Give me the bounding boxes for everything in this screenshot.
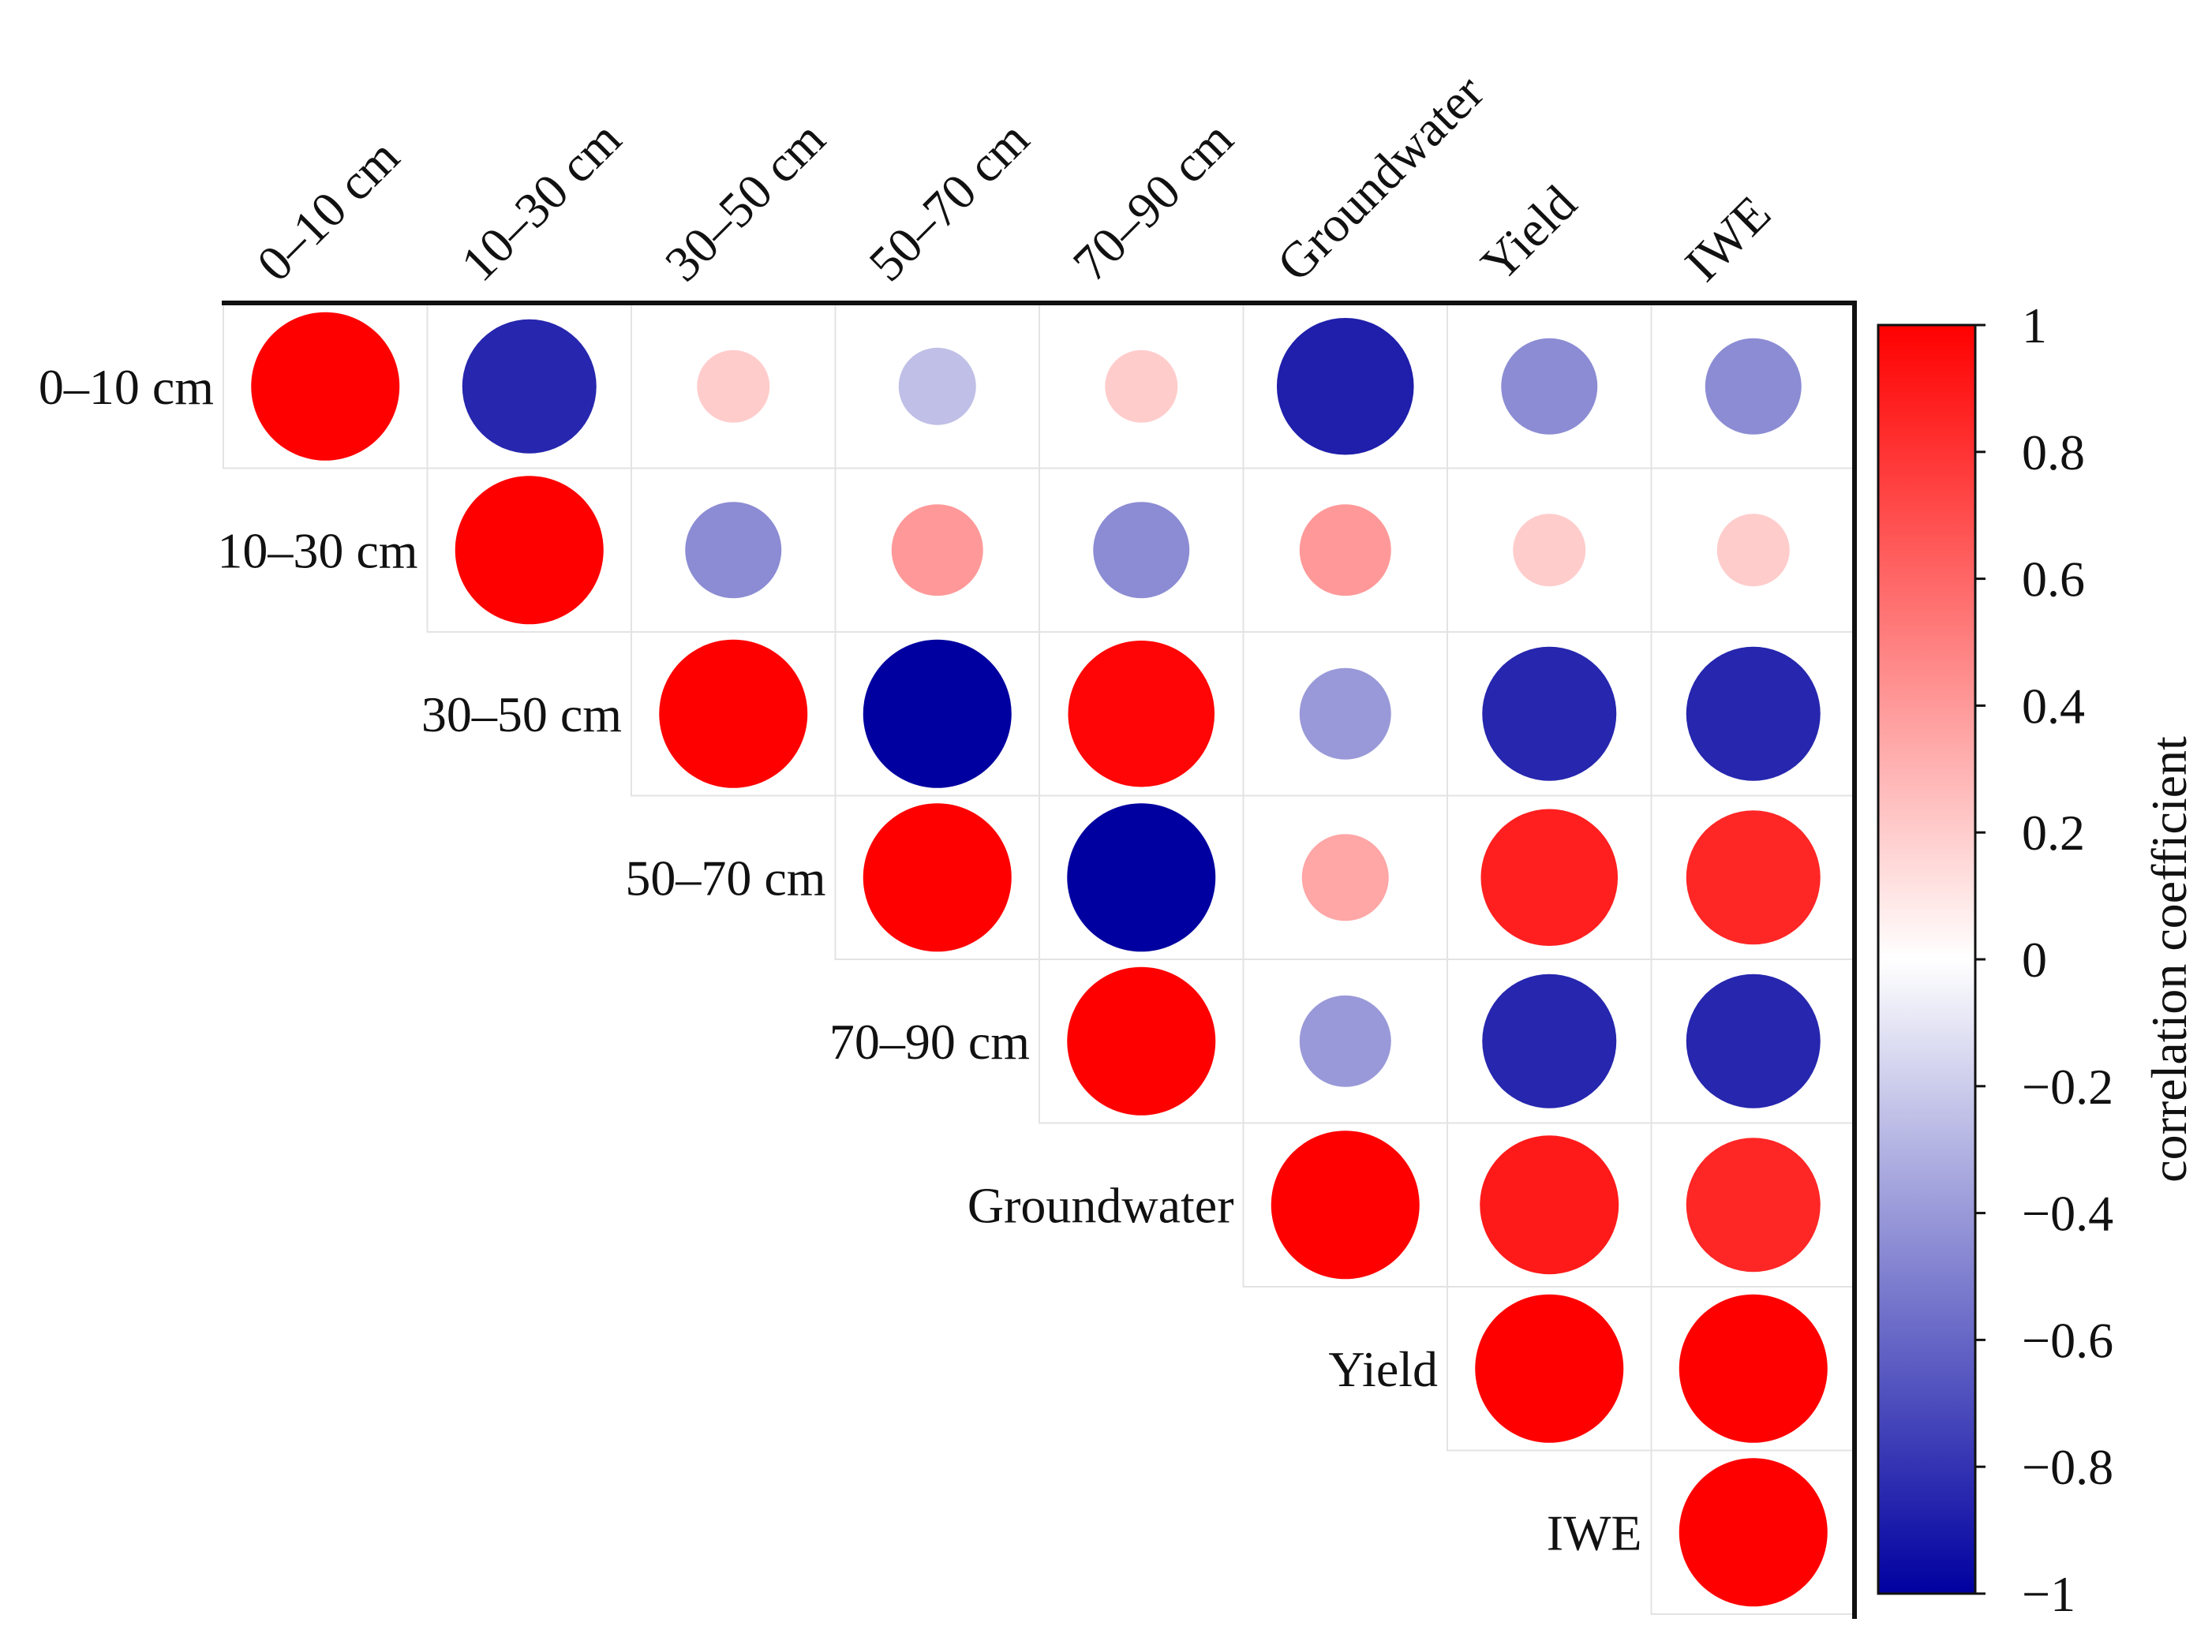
correlation-circle bbox=[1686, 974, 1821, 1108]
correlation-circle bbox=[1299, 995, 1391, 1087]
column-label: 10–30 cm bbox=[450, 110, 631, 292]
correlation-circle bbox=[659, 639, 808, 788]
colorbar-label: correlation coefficient bbox=[2141, 736, 2197, 1183]
correlation-circle bbox=[1501, 338, 1598, 435]
colorbar-tick-label: 0.2 bbox=[2022, 805, 2085, 861]
column-label: 0–10 cm bbox=[246, 129, 410, 292]
correlation-circle bbox=[1299, 667, 1391, 760]
correlation-circle bbox=[697, 349, 770, 423]
correlation-circle bbox=[1705, 338, 1802, 435]
correlation-circle bbox=[1679, 1458, 1828, 1607]
correlation-circle bbox=[1679, 1294, 1828, 1443]
row-label: 30–50 cm bbox=[421, 686, 622, 742]
correlation-circle bbox=[1686, 646, 1821, 781]
correlation-circle bbox=[1475, 1294, 1624, 1443]
correlation-circle bbox=[863, 803, 1012, 952]
colorbar-tick-label: 0.4 bbox=[2022, 678, 2085, 734]
row-label: Yield bbox=[1328, 1341, 1438, 1397]
correlation-circle bbox=[1686, 810, 1821, 945]
colorbar-tick-label: 1 bbox=[2022, 297, 2047, 353]
column-label: 30–50 cm bbox=[654, 110, 836, 292]
colorbar: 1 0.8 0.6 0.4 0.2 0 −0.2 −0.4 −0.6 −0.8 −1 correla… bbox=[1877, 297, 2197, 1622]
row-label: IWE bbox=[1547, 1504, 1642, 1560]
correlation-circle bbox=[891, 504, 983, 596]
colorbar-tick-label: −0.4 bbox=[2022, 1186, 2113, 1242]
correlation-circle bbox=[898, 347, 976, 425]
correlation-circle bbox=[1480, 809, 1619, 947]
row-label: 0–10 cm bbox=[39, 359, 214, 415]
correlation-circle bbox=[1067, 803, 1216, 952]
correlation-circle bbox=[462, 319, 597, 454]
colorbar-ticks: 1 0.8 0.6 0.4 0.2 0 −0.2 −0.4 −0.6 −0.8 −1 bbox=[1975, 297, 2113, 1622]
correlation-circle bbox=[1301, 834, 1389, 921]
colorbar-tick-label: 0.6 bbox=[2022, 551, 2085, 607]
colorbar-tick-label: −0.2 bbox=[2022, 1059, 2113, 1115]
correlation-circle bbox=[1276, 317, 1414, 455]
colorbar-tick-label: 0 bbox=[2022, 932, 2047, 988]
grid bbox=[223, 304, 1856, 1615]
colorbar-tick-label: −1 bbox=[2022, 1566, 2075, 1622]
column-label: 70–90 cm bbox=[1062, 110, 1244, 292]
correlation-circle bbox=[1067, 966, 1216, 1116]
correlation-circle bbox=[1093, 502, 1190, 599]
correlation-circle bbox=[1068, 640, 1215, 787]
correlation-circle bbox=[1480, 1135, 1619, 1275]
correlation-circle bbox=[1716, 514, 1790, 587]
correlation-circle bbox=[1105, 349, 1178, 423]
colorbar-tick-label: −0.8 bbox=[2022, 1439, 2113, 1495]
correlation-circle bbox=[455, 476, 604, 625]
correlation-circle bbox=[1482, 974, 1617, 1108]
correlation-circles bbox=[251, 312, 1828, 1607]
colorbar-gradient bbox=[1877, 323, 1977, 1595]
column-label: 50–70 cm bbox=[858, 110, 1039, 292]
correlation-circle bbox=[685, 502, 782, 599]
axes bbox=[222, 301, 1857, 1619]
correlation-circle bbox=[1299, 504, 1391, 596]
correlation-circle bbox=[251, 312, 400, 461]
row-label: Groundwater bbox=[968, 1177, 1234, 1233]
row-label: 10–30 cm bbox=[217, 522, 417, 578]
column-label: Groundwater bbox=[1266, 64, 1494, 292]
column-label: IWE bbox=[1674, 185, 1781, 292]
correlation-circle bbox=[1271, 1131, 1420, 1280]
correlation-circle bbox=[1482, 646, 1617, 781]
colorbar-tick-label: −0.6 bbox=[2022, 1312, 2113, 1368]
colorbar-tick-label: 0.8 bbox=[2022, 424, 2085, 480]
correlation-circle bbox=[1513, 514, 1586, 587]
row-label: 50–70 cm bbox=[625, 850, 825, 906]
correlation-circle bbox=[1686, 1138, 1821, 1273]
row-label: 70–90 cm bbox=[829, 1014, 1030, 1070]
column-label: Yield bbox=[1470, 175, 1587, 292]
correlation-circle bbox=[863, 639, 1012, 788]
